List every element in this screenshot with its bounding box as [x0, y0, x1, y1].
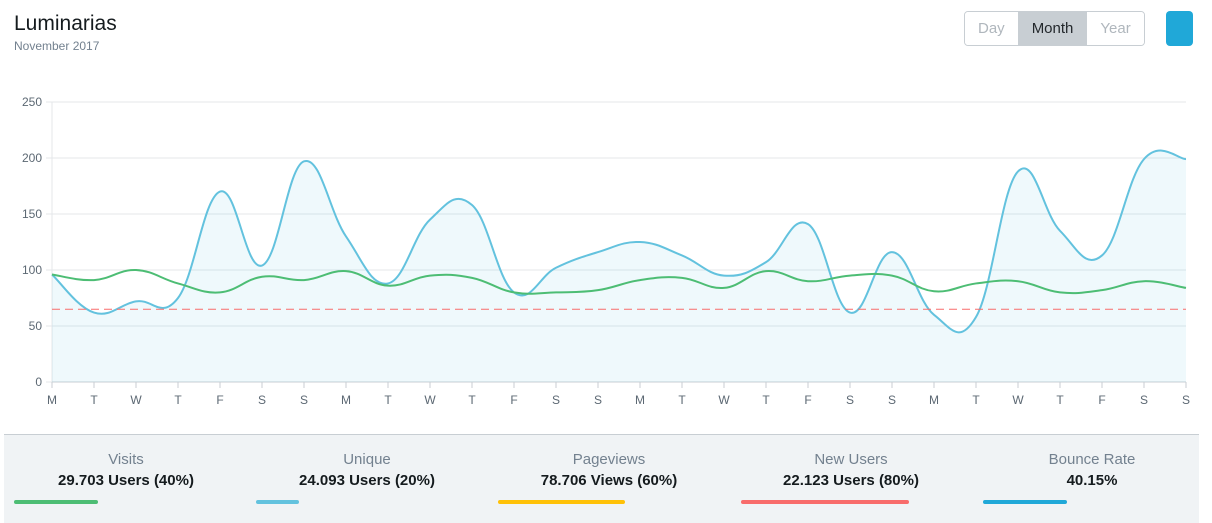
x-tick-label: S	[846, 393, 854, 407]
x-tick-label: T	[762, 393, 770, 407]
x-tick-label: S	[300, 393, 308, 407]
traffic-line-chart: 0 50 100 150 200 250 M T W T F S S M T W T F S S M T W T F S S M T W T…	[22, 95, 1190, 407]
page-subtitle: November 2017	[14, 39, 100, 53]
year-button[interactable]: Year	[1087, 12, 1144, 45]
x-tick-label: T	[90, 393, 98, 407]
metric-value: 78.706 Views (60%)	[540, 472, 678, 489]
metric-label: New Users	[814, 451, 888, 468]
day-button[interactable]: Day	[965, 12, 1019, 45]
metric-progress-bar	[14, 500, 98, 504]
metric-value: 22.123 Users (80%)	[783, 472, 919, 489]
y-tick-label: 50	[29, 319, 43, 333]
download-button[interactable]	[1166, 11, 1193, 46]
metric-value: 29.703 Users (40%)	[58, 472, 194, 489]
chart-header: Luminarias November 2017	[14, 12, 117, 53]
y-tick-label: 250	[22, 95, 42, 109]
y-tick-label: 100	[22, 263, 42, 277]
month-button[interactable]: Month	[1018, 12, 1088, 45]
x-tick-label: T	[384, 393, 392, 407]
x-tick-label: T	[972, 393, 980, 407]
x-tick-label: W	[1012, 393, 1024, 407]
x-tick-label: M	[635, 393, 645, 407]
x-tick-label: F	[804, 393, 811, 407]
metric-label: Visits	[108, 451, 144, 468]
metric-bounce-rate: Bounce Rate 40.15%	[972, 451, 1212, 489]
x-tick-label: S	[552, 393, 560, 407]
metric-label: Unique	[343, 451, 391, 468]
metric-value: 40.15%	[1066, 472, 1118, 489]
y-tick-label: 200	[22, 151, 42, 165]
y-tick-label: 150	[22, 207, 42, 221]
metrics-footer: Visits 29.703 Users (40%) Unique 24.093 …	[4, 434, 1199, 523]
metric-progress-bar	[741, 500, 909, 504]
x-tick-label: S	[1140, 393, 1148, 407]
x-tick-label: T	[468, 393, 476, 407]
x-tick-label: F	[216, 393, 223, 407]
series-area	[52, 150, 1186, 382]
metric-value: 24.093 Users (20%)	[299, 472, 435, 489]
x-tick-label: F	[510, 393, 517, 407]
x-tick-label: S	[888, 393, 896, 407]
x-tick-label: M	[929, 393, 939, 407]
x-tick-label: S	[258, 393, 266, 407]
x-tick-label: M	[341, 393, 351, 407]
x-tick-label: F	[1098, 393, 1105, 407]
x-tick-label: W	[718, 393, 730, 407]
x-tick-label: W	[130, 393, 142, 407]
x-tick-label: T	[1056, 393, 1064, 407]
period-toggle: Day Month Year	[964, 11, 1145, 46]
y-tick-label: 0	[35, 375, 42, 389]
x-tick-label: S	[594, 393, 602, 407]
x-tick-label: T	[174, 393, 182, 407]
series-line	[51, 149, 1187, 334]
x-tick-label: M	[47, 393, 57, 407]
metric-visits: Visits 29.703 Users (40%)	[6, 451, 246, 489]
metric-new-users: New Users 22.123 Users (80%)	[731, 451, 971, 489]
x-tick-label: W	[424, 393, 436, 407]
metric-unique: Unique 24.093 Users (20%)	[247, 451, 487, 489]
series-line	[51, 268, 1187, 295]
metric-progress-bar	[256, 500, 299, 504]
page-title: Luminarias	[14, 12, 117, 35]
metric-label: Bounce Rate	[1048, 451, 1136, 468]
metric-pageviews: Pageviews 78.706 Views (60%)	[489, 451, 729, 489]
x-tick-label: T	[678, 393, 686, 407]
metric-progress-bar	[498, 500, 625, 504]
metric-label: Pageviews	[572, 451, 646, 468]
metric-progress-bar	[983, 500, 1067, 504]
x-tick-label: S	[1182, 393, 1190, 407]
